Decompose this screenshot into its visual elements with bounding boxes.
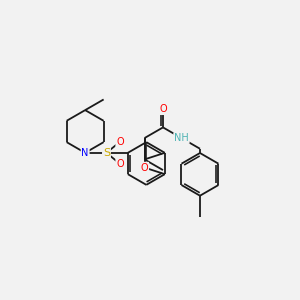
Text: O: O [116, 159, 124, 169]
Text: NH: NH [174, 133, 189, 143]
Text: N: N [82, 148, 89, 158]
Text: O: O [159, 104, 167, 114]
Text: O: O [116, 137, 124, 147]
Text: O: O [141, 163, 148, 172]
Text: S: S [103, 148, 110, 158]
